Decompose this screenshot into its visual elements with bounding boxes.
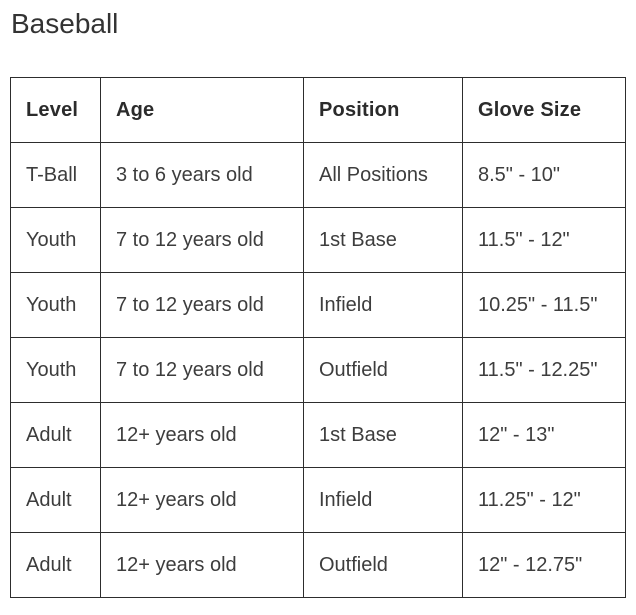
cell-age: 7 to 12 years old (100, 337, 304, 403)
cell-age: 12+ years old (100, 532, 304, 598)
cell-glove-size: 11.5" - 12" (462, 207, 626, 273)
table-row: Adult 12+ years old 1st Base 12" - 13" (10, 402, 626, 468)
cell-position: 1st Base (303, 207, 463, 273)
column-header-glove-size: Glove Size (462, 77, 626, 143)
cell-level: Adult (10, 402, 101, 468)
table-row: Youth 7 to 12 years old 1st Base 11.5" -… (10, 207, 626, 273)
cell-age: 12+ years old (100, 402, 304, 468)
cell-position: Infield (303, 467, 463, 533)
cell-level: Adult (10, 467, 101, 533)
cell-age: 7 to 12 years old (100, 207, 304, 273)
cell-position: Outfield (303, 532, 463, 598)
cell-position: Outfield (303, 337, 463, 403)
cell-glove-size: 8.5" - 10" (462, 142, 626, 208)
cell-level: Youth (10, 272, 101, 338)
table-row: T-Ball 3 to 6 years old All Positions 8.… (10, 142, 626, 208)
cell-position: 1st Base (303, 402, 463, 468)
table-row: Youth 7 to 12 years old Infield 10.25" -… (10, 272, 626, 338)
cell-level: Youth (10, 207, 101, 273)
table-row: Adult 12+ years old Outfield 12" - 12.75… (10, 532, 626, 598)
table-row: Youth 7 to 12 years old Outfield 11.5" -… (10, 337, 626, 403)
table-header-row: Level Age Position Glove Size (10, 77, 626, 143)
cell-level: T-Ball (10, 142, 101, 208)
cell-position: Infield (303, 272, 463, 338)
cell-age: 3 to 6 years old (100, 142, 304, 208)
cell-glove-size: 12" - 12.75" (462, 532, 626, 598)
page-title: Baseball (11, 8, 119, 39)
cell-age: 12+ years old (100, 467, 304, 533)
cell-age: 7 to 12 years old (100, 272, 304, 338)
table-row: Adult 12+ years old Infield 11.25" - 12" (10, 467, 626, 533)
cell-glove-size: 10.25" - 11.5" (462, 272, 626, 338)
column-header-position: Position (303, 77, 463, 143)
cell-glove-size: 11.25" - 12" (462, 467, 626, 533)
cell-level: Youth (10, 337, 101, 403)
cell-level: Adult (10, 532, 101, 598)
column-header-age: Age (100, 77, 304, 143)
cell-glove-size: 11.5" - 12.25" (462, 337, 626, 403)
cell-glove-size: 12" - 13" (462, 402, 626, 468)
column-header-level: Level (10, 77, 101, 143)
glove-size-table: Level Age Position Glove Size T-Ball 3 t… (10, 77, 626, 598)
cell-position: All Positions (303, 142, 463, 208)
